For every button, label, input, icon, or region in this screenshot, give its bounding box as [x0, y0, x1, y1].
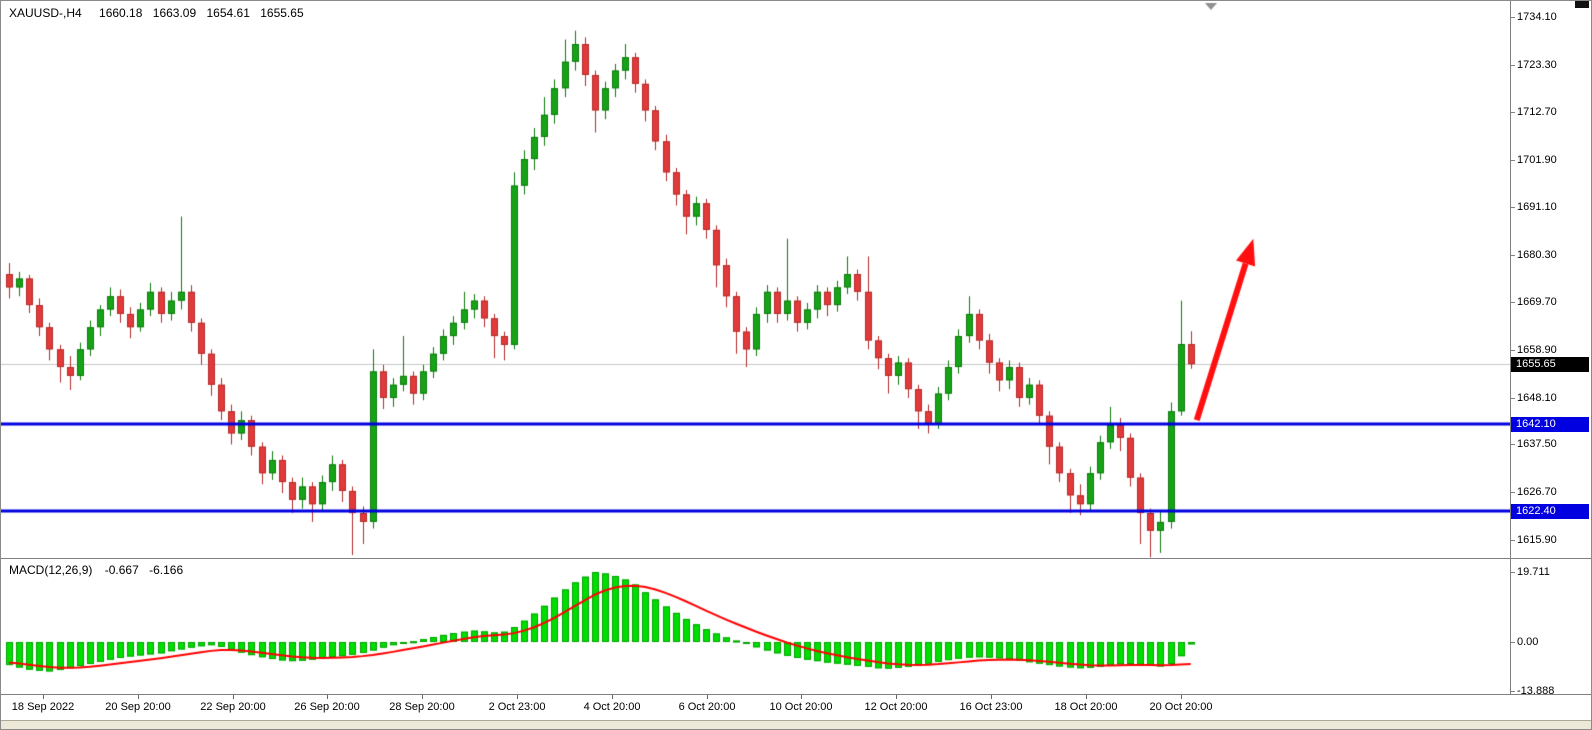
- price-tick-mark: [1511, 112, 1515, 113]
- time-tick-mark: [612, 695, 613, 699]
- axis-separator-line: [1510, 1, 1511, 695]
- time-axis-separator-line: [1, 694, 1591, 695]
- price-tick-label: 1680.30: [1517, 249, 1557, 261]
- window-bottom-edge: [1, 720, 1591, 729]
- macd-signal-value: -6.166: [149, 563, 184, 577]
- price-tick-mark: [1511, 398, 1515, 399]
- symbol-timeframe-label: XAUUSD-,H4: [9, 6, 82, 20]
- time-axis-label: 20 Oct 20:00: [1149, 701, 1213, 713]
- price-tick-label: 1658.90: [1517, 344, 1557, 356]
- time-tick-mark: [1181, 695, 1182, 699]
- ohlc-high-value: 1663.09: [152, 6, 197, 20]
- macd-header: MACD(12,26,9) -0.667 -6.166: [9, 563, 190, 577]
- time-axis-label: 20 Sep 20:00: [105, 701, 171, 713]
- main-price-chart-canvas[interactable]: [1, 1, 1510, 558]
- price-tick-mark: [1511, 492, 1515, 493]
- price-tick-label: 1626.70: [1517, 486, 1557, 498]
- level-price-badge: 1642.10: [1511, 417, 1589, 432]
- chart-header: XAUUSD-,H4 1660.18 1663.09 1654.61 1655.…: [9, 6, 311, 20]
- time-tick-mark: [138, 695, 139, 699]
- price-tick-mark: [1511, 350, 1515, 351]
- price-tick-label: 1615.90: [1517, 534, 1557, 546]
- price-tick-mark: [1511, 302, 1515, 303]
- level-price-badge: 1622.40: [1511, 504, 1589, 519]
- macd-tick-mark: [1511, 691, 1515, 692]
- time-axis-label: 18 Sep 2022: [11, 701, 75, 713]
- window-corner-fragment: [1575, 1, 1589, 8]
- price-tick-label: 1712.70: [1517, 106, 1557, 118]
- time-axis-label: 10 Oct 20:00: [769, 701, 833, 713]
- time-axis-label: 6 Oct 20:00: [678, 701, 736, 713]
- current-price-badge: 1655.65: [1511, 357, 1589, 372]
- macd-scale-label: 19.711: [1517, 566, 1550, 578]
- macd-name-label: MACD(12,26,9): [9, 563, 93, 577]
- macd-scale-axis[interactable]: 19.711 0.00 -13.888: [1511, 559, 1591, 697]
- macd-main-value: -0.667: [104, 563, 139, 577]
- time-tick-mark: [801, 695, 802, 699]
- macd-scale-label: 0.00: [1517, 636, 1539, 648]
- time-tick-mark: [327, 695, 328, 699]
- price-tick-label: 1637.50: [1517, 438, 1557, 450]
- ohlc-close-value: 1655.65: [260, 6, 304, 20]
- time-axis-label: 4 Oct 20:00: [583, 701, 641, 713]
- price-tick-mark: [1511, 65, 1515, 66]
- time-tick-mark: [707, 695, 708, 699]
- macd-tick-mark: [1511, 572, 1515, 573]
- macd-scale-label: -13.888: [1517, 685, 1555, 697]
- time-axis-label: 18 Oct 20:00: [1054, 701, 1118, 713]
- ohlc-open-value: 1660.18: [99, 6, 143, 20]
- macd-indicator-canvas[interactable]: [1, 559, 1510, 694]
- time-axis-label: 12 Oct 20:00: [864, 701, 928, 713]
- price-tick-mark: [1511, 17, 1515, 18]
- ohlc-low-value: 1654.61: [206, 6, 250, 20]
- price-tick-mark: [1511, 207, 1515, 208]
- time-tick-mark: [43, 695, 44, 699]
- time-tick-mark: [991, 695, 992, 699]
- price-tick-label: 1669.70: [1517, 296, 1557, 308]
- panel-splitter[interactable]: [1, 558, 1591, 559]
- price-tick-mark: [1511, 255, 1515, 256]
- price-tick-label: 1648.10: [1517, 392, 1557, 404]
- price-tick-label: 1723.30: [1517, 59, 1557, 71]
- macd-tick-mark: [1511, 642, 1515, 643]
- price-tick-label: 1734.10: [1517, 11, 1557, 23]
- time-axis-label: 16 Oct 23:00: [959, 701, 1023, 713]
- time-axis-label: 26 Sep 20:00: [294, 701, 360, 713]
- time-tick-mark: [422, 695, 423, 699]
- price-axis[interactable]: 1734.10 1723.30 1712.70 1701.90 1691.10 1680.…: [1511, 1, 1591, 558]
- time-tick-mark: [517, 695, 518, 699]
- time-tick-mark: [896, 695, 897, 699]
- time-axis-label: 22 Sep 20:00: [200, 701, 266, 713]
- time-axis[interactable]: 18 Sep 2022 20 Sep 20:00 22 Sep 20:00 26 Se…: [1, 695, 1591, 720]
- time-axis-label: 2 Oct 23:00: [488, 701, 546, 713]
- time-tick-mark: [233, 695, 234, 699]
- price-tick-mark: [1511, 540, 1515, 541]
- time-tick-mark: [1086, 695, 1087, 699]
- time-axis-label: 28 Sep 20:00: [389, 701, 455, 713]
- price-tick-label: 1701.90: [1517, 154, 1557, 166]
- price-tick-label: 1691.10: [1517, 201, 1557, 213]
- price-tick-mark: [1511, 444, 1515, 445]
- price-tick-mark: [1511, 160, 1515, 161]
